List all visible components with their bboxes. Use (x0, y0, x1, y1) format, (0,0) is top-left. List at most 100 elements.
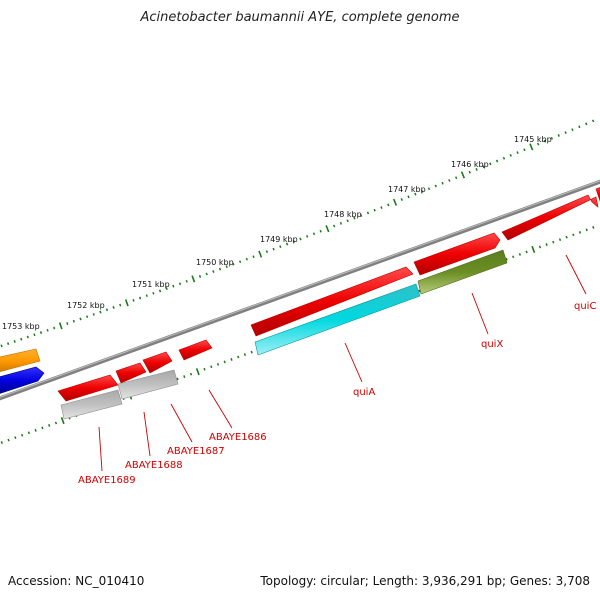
outer-tick-16 (99, 310, 102, 314)
inner-tick-82 (545, 243, 548, 246)
outer-tick-track (0, 119, 595, 348)
outer-tick-2 (6, 342, 10, 346)
outer-tick-67 (441, 181, 444, 185)
outer-tick-5 (26, 335, 29, 339)
gene-label-quiX[interactable]: quiX (481, 339, 503, 350)
outer-tick-59 (387, 203, 390, 207)
cds-quiX-upper[interactable] (413, 232, 501, 276)
outer-tick-4 (20, 337, 23, 341)
inner-tick-8 (48, 424, 51, 427)
outer-tick-27 (172, 284, 175, 288)
outer-tick-69 (455, 176, 458, 180)
leader-abaye1688 (143, 411, 151, 457)
outer-tick-61 (400, 198, 403, 201)
outer-tick-44 (285, 242, 289, 246)
outer-tick-50 (325, 225, 330, 233)
outer-tick-85 (564, 131, 567, 135)
outer-tick-8 (46, 328, 49, 332)
cds-quiA-upper[interactable] (250, 266, 414, 337)
cds-abaye1688[interactable] (115, 362, 147, 384)
outer-tick-39 (252, 255, 255, 259)
gene-label-abaye1688[interactable]: ABAYE1688 (125, 460, 183, 471)
inner-tick-83 (552, 240, 555, 244)
inner-tick-28 (183, 375, 186, 378)
inner-tick-32 (210, 365, 213, 369)
outer-tick-60 (392, 198, 398, 206)
outer-tick-37 (238, 260, 242, 264)
scale-label-1745: 1745 kbp (514, 135, 552, 144)
inner-tick-9 (54, 421, 58, 425)
cds-grey-2[interactable] (60, 389, 123, 420)
outer-tick-74 (489, 162, 492, 166)
scale-label-1749: 1749 kbp (260, 235, 298, 244)
outer-tick-88 (585, 122, 588, 126)
inner-tick-27 (176, 377, 179, 381)
outer-tick-73 (482, 165, 485, 169)
outer-tick-36 (232, 262, 235, 266)
outer-tick-68 (448, 179, 451, 182)
cds-feature-right-edge[interactable] (595, 186, 600, 202)
cds-quiX[interactable] (417, 249, 508, 295)
inner-tick-87 (578, 230, 582, 234)
gene-label-abaye1686[interactable]: ABAYE1686 (209, 432, 267, 443)
outer-tick-35 (225, 265, 228, 269)
outer-tick-31 (198, 275, 202, 278)
genome-backbone (0, 179, 600, 401)
outer-tick-28 (178, 282, 182, 286)
outer-tick-80 (529, 143, 534, 151)
inner-tick-78 (518, 252, 522, 256)
inner-tick-1 (0, 441, 3, 444)
inner-tick-33 (216, 362, 220, 366)
outer-tick-26 (165, 287, 168, 290)
outer-tick-34 (218, 267, 222, 271)
inner-tick-4 (20, 433, 24, 437)
outer-tick-86 (571, 128, 574, 132)
cds-grey-1[interactable] (117, 369, 179, 400)
outer-tick-72 (475, 168, 478, 171)
inner-tick-5 (27, 431, 31, 435)
gene-label-quiA[interactable]: quiA (353, 387, 375, 398)
scale-label-1752: 1752 kbp (67, 301, 105, 310)
cds-blue-left[interactable] (0, 366, 45, 395)
inner-tick-29 (189, 372, 193, 376)
outer-tick-13 (79, 317, 82, 321)
accession-label: Accession: NC_010410 (8, 574, 145, 588)
leader-abaye1687 (170, 403, 193, 443)
outer-tick-47 (306, 235, 309, 238)
scale-label-1750: 1750 kbp (196, 258, 234, 267)
outer-tick-25 (158, 289, 162, 293)
outer-tick-41 (265, 250, 269, 254)
gene-label-quiC[interactable]: quiC (574, 301, 596, 312)
outer-tick-21 (132, 299, 135, 302)
cds-quiC[interactable] (501, 194, 599, 241)
cds-abaye1686[interactable] (178, 339, 213, 361)
outer-tick-14 (85, 315, 89, 319)
inner-tick-63 (418, 289, 421, 293)
outer-tick-9 (53, 326, 56, 330)
outer-tick-82 (543, 139, 547, 143)
outer-tick-63 (414, 192, 417, 196)
gene-label-abaye1687[interactable]: ABAYE1687 (167, 446, 225, 457)
outer-tick-64 (421, 190, 424, 193)
outer-tick-76 (502, 156, 506, 160)
outer-tick-78 (516, 151, 519, 155)
outer-tick-65 (427, 187, 431, 191)
outer-tick-52 (339, 222, 343, 225)
forward-strand-features (0, 186, 600, 402)
cds-abaye1687[interactable] (142, 351, 173, 374)
cds-orange-left[interactable] (0, 348, 41, 373)
outer-tick-42 (272, 247, 275, 251)
gene-label-abaye1689[interactable]: ABAYE1689 (78, 475, 136, 486)
outer-tick-55 (360, 214, 363, 217)
outer-tick-48 (312, 232, 316, 236)
cds-quiA[interactable] (254, 283, 421, 356)
inner-tick-10 (60, 417, 65, 425)
outer-tick-7 (39, 331, 43, 334)
inner-tick-89 (592, 226, 595, 229)
outer-tick-46 (299, 237, 302, 241)
outer-tick-10 (58, 322, 63, 330)
outer-tick-84 (557, 134, 560, 137)
inner-tick-76 (505, 257, 508, 261)
outer-tick-19 (119, 303, 122, 307)
